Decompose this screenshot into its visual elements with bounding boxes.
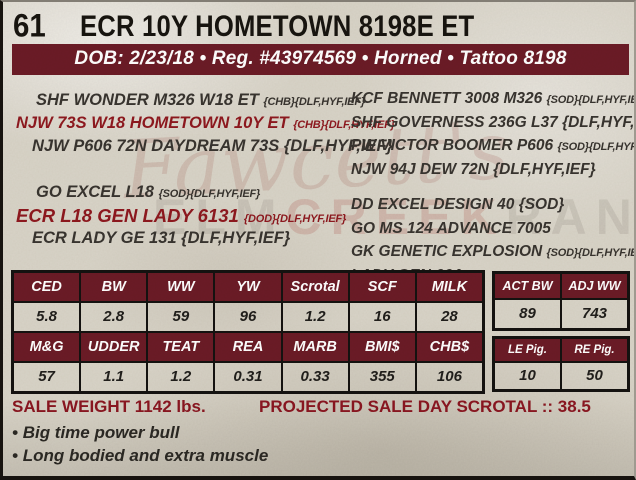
epd-value: 5.8 bbox=[13, 302, 81, 332]
weights-table: ACT BW ADJ WW 89 743 bbox=[492, 271, 630, 331]
weights-value: 743 bbox=[561, 299, 628, 329]
pedigree-line-dam: ECR L18 GEN LADY 6131 {DOD}{DLF,HYF,IEF} bbox=[16, 205, 347, 226]
epd-value: 1.1 bbox=[80, 362, 148, 392]
epd-header: CED bbox=[13, 272, 81, 302]
epd-header: Scrotal bbox=[281, 272, 349, 302]
note-item: Big time power bull bbox=[12, 421, 268, 444]
epd-header: TEAT bbox=[147, 332, 215, 362]
note-item: Long bodied and extra muscle bbox=[12, 444, 269, 467]
epd-value: 106 bbox=[415, 362, 483, 392]
dob-reg-banner: DOB: 2/23/18 • Reg. #43974569 • Horned •… bbox=[12, 44, 629, 75]
epd-value: 57 bbox=[13, 362, 81, 392]
epd-header: UDDER bbox=[80, 332, 148, 362]
pedigree-line-sire-sire: SHF WONDER M326 W18 ET {CHB}{DLF,HYF,IEF… bbox=[36, 91, 365, 109]
pedigree-line-dam-sire: GO EXCEL L18 {SOD}{DLF,HYF,IEF} bbox=[36, 183, 261, 201]
trait-tags: {SOD}{DLF,HYF,IEF} bbox=[557, 141, 636, 153]
pedigree-left-column: SHF WONDER M326 W18 ET {CHB}{DLF,HYF,IEF… bbox=[3, 89, 395, 250]
epd-value: 16 bbox=[348, 302, 416, 332]
epd-value: 1.2 bbox=[147, 362, 215, 392]
epd-header: REA bbox=[214, 332, 282, 362]
pigment-table: LE Pig. RE Pig. 10 50 bbox=[492, 336, 630, 392]
sale-weight-text: SALE WEIGHT 1142 lbs. bbox=[12, 397, 206, 416]
epd-header: MILK bbox=[415, 272, 483, 302]
epd-table: CED BW WW YW Scrotal SCF MILK 5.8 2.8 59… bbox=[11, 270, 485, 394]
epd-value: 96 bbox=[214, 302, 282, 332]
trait-tags: {DOD}{DLF,HYF,IEF} bbox=[243, 213, 347, 225]
trait-tags: {DLF,HYF,IEF} bbox=[562, 113, 635, 131]
pigment-value: 10 bbox=[494, 362, 561, 390]
pedigree-line-grandparent: NJW 94J DEW 72N {DLF,HYF,IEF} bbox=[351, 160, 596, 178]
pigment-header: RE Pig. bbox=[561, 338, 628, 362]
epd-header: YW bbox=[214, 272, 282, 302]
epd-value: 59 bbox=[147, 302, 215, 332]
trait-tags: {SOD}{DLF,HYF,IEF} bbox=[546, 94, 634, 106]
epd-header: BW bbox=[80, 272, 148, 302]
epd-value: 1.2 bbox=[281, 302, 349, 332]
epd-value: 2.8 bbox=[80, 302, 148, 332]
epd-value: 355 bbox=[348, 362, 416, 392]
pedigree-line-dam-dam: ECR LADY GE 131 {DLF,HYF,IEF} bbox=[32, 229, 291, 247]
trait-tags: {SOD}{DLF,HYF,IEF} bbox=[158, 188, 261, 200]
pigment-value: 50 bbox=[561, 362, 628, 390]
epd-header: MARB bbox=[281, 332, 349, 362]
pedigree-line-sire: NJW 73S W18 HOMETOWN 10Y ET {CHB}{DLF,HY… bbox=[16, 114, 395, 132]
pedigree-right-column: KCF BENNETT 3008 M326 {SOD}{DLF,HYF,IEF}… bbox=[351, 87, 636, 287]
pedigree-line-grandparent: SHF GOVERNESS 236G L37 {DLF,HYF,IEF} bbox=[351, 111, 635, 135]
trait-tags: {SOD}{DLF,HYF,IEF} bbox=[546, 247, 634, 259]
pedigree-line-grandparent: PW VICTOR BOOMER P606 {SOD}{DLF,HYF,IEF} bbox=[351, 134, 636, 158]
weights-value: 89 bbox=[494, 299, 561, 329]
weights-header: ADJ WW bbox=[561, 273, 628, 299]
trait-tags: {CHB}{DLF,HYF,IEF} bbox=[263, 96, 365, 108]
epd-header: M&G bbox=[13, 332, 81, 362]
notes-list: Big time power bull Long bodied and extr… bbox=[12, 421, 269, 467]
trait-tags: {SOD} bbox=[518, 196, 565, 213]
pedigree-line-sire-dam: NJW P606 72N DAYDREAM 73S {DLF,HYF,IEF} bbox=[32, 137, 393, 155]
epd-value: 0.31 bbox=[214, 362, 282, 392]
epd-header: BMI$ bbox=[348, 332, 416, 362]
weights-header: ACT BW bbox=[494, 273, 561, 299]
pedigree-line-grandparent: GK GENETIC EXPLOSION {SOD}{DLF,HYF,IEF} bbox=[351, 240, 634, 264]
pedigree-line-grandparent: DD EXCEL DESIGN 40 {SOD} bbox=[351, 196, 565, 213]
lot-number: 61 bbox=[13, 7, 46, 44]
epd-header: CHB$ bbox=[415, 332, 483, 362]
epd-header: SCF bbox=[348, 272, 416, 302]
trait-tags: {DLF,HYF,IEF} bbox=[493, 160, 596, 178]
pigment-header: LE Pig. bbox=[494, 338, 561, 362]
projected-scrotal-text: PROJECTED SALE DAY SCROTAL :: 38.5 bbox=[259, 397, 591, 416]
epd-value: 0.33 bbox=[281, 362, 349, 392]
pedigree-line-grandparent: GO MS 124 ADVANCE 7005 bbox=[351, 219, 551, 237]
pedigree-line-grandparent: KCF BENNETT 3008 M326 {SOD}{DLF,HYF,IEF} bbox=[351, 87, 634, 111]
epd-value: 28 bbox=[415, 302, 483, 332]
pedigree-dam-group: GO EXCEL L18 {SOD}{DLF,HYF,IEF} ECR L18 … bbox=[3, 181, 349, 250]
trait-tags: {DLF,HYF,IEF} bbox=[181, 229, 291, 247]
epd-header: WW bbox=[147, 272, 215, 302]
animal-title: ECR 10Y HOMETOWN 8198E ET bbox=[80, 10, 475, 43]
